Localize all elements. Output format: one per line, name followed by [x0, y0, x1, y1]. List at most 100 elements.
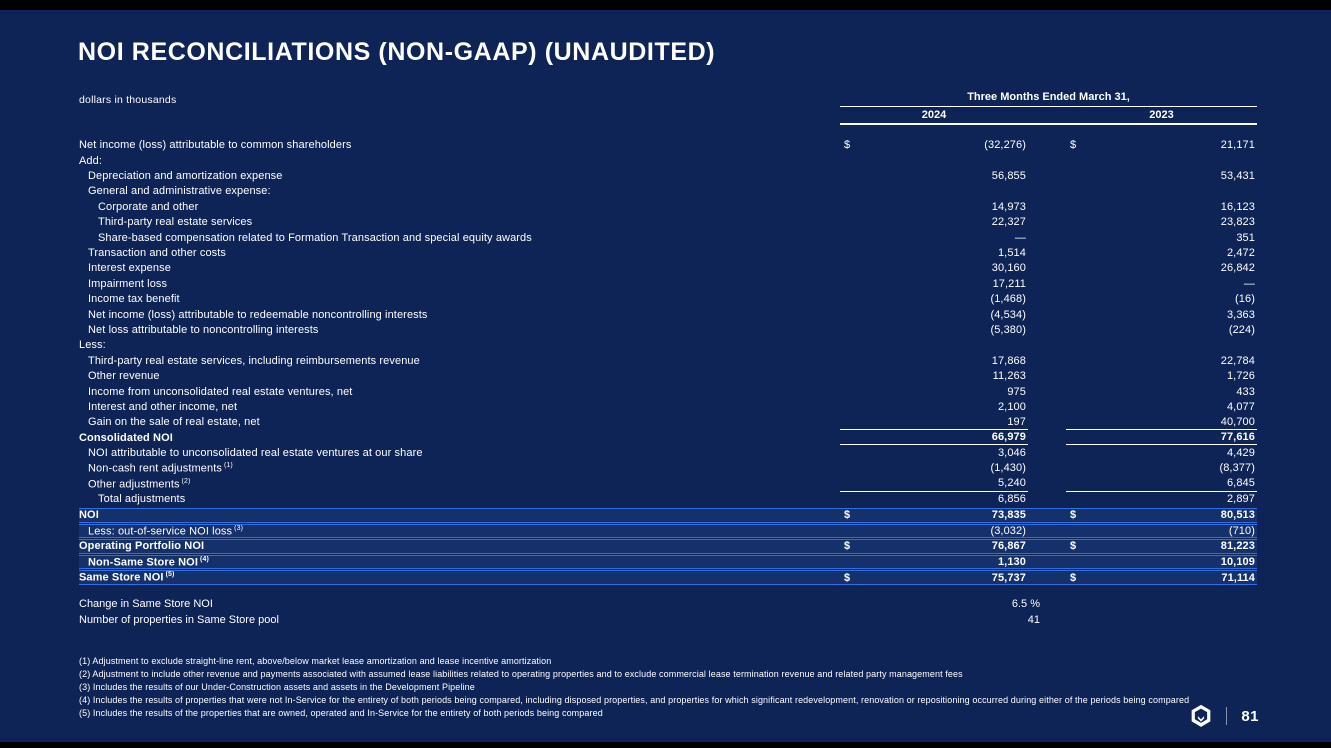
row-label: Total adjustments — [98, 493, 186, 506]
cell-value: 433 — [1236, 385, 1255, 398]
table-row: Other adjustments (2) 5,240 6,845 — [79, 476, 1257, 492]
stat-row: Change in Same Store NOI 6.5 % — [79, 596, 1257, 612]
cell-value: 26,842 — [1220, 262, 1255, 275]
table-row: Non-Same Store NOI (4) 1,130 10,109 — [79, 554, 1257, 570]
table-row: Net income (loss) attributable to redeem… — [79, 307, 1257, 322]
value-2024: $76,867 — [840, 540, 1028, 553]
cell-value: (32,276) — [984, 139, 1026, 152]
currency-sign: $ — [1070, 540, 1077, 553]
value-2024: 17,868 — [840, 353, 1028, 368]
value-2023 — [1066, 338, 1257, 353]
cell-value: 76,867 — [991, 540, 1026, 553]
stat-value: 41 — [1027, 614, 1040, 626]
value-2024: 1,130 — [840, 556, 1028, 569]
cell-value: (224) — [1228, 323, 1255, 336]
row-label: Gain on the sale of real estate, net — [88, 416, 260, 429]
table-row: Corporate and other 14,973 16,123 — [79, 199, 1257, 214]
value-2023 — [1066, 184, 1257, 199]
value-2023 — [1066, 153, 1257, 168]
cell-value: — — [1243, 277, 1255, 290]
row-label: Net income (loss) attributable to common… — [79, 139, 352, 152]
cell-value: 16,123 — [1220, 200, 1255, 213]
cell-value: 56,855 — [991, 170, 1026, 183]
table-row: Gain on the sale of real estate, net 197 4… — [79, 415, 1257, 430]
value-2023: 433 — [1066, 384, 1257, 399]
cell-value: (3,032) — [990, 524, 1026, 537]
value-2023: 40,700 — [1066, 415, 1257, 430]
cell-value: 2,472 — [1226, 246, 1255, 259]
value-2023: 22,784 — [1066, 353, 1257, 368]
value-2023: — — [1066, 276, 1257, 291]
value-2024: 14,973 — [840, 199, 1028, 214]
value-2023: (224) — [1066, 322, 1257, 337]
value-2023: (710) — [1066, 525, 1257, 538]
value-2023: 16,123 — [1066, 199, 1257, 214]
value-2023: 1,726 — [1066, 368, 1257, 383]
column-gap — [1028, 109, 1066, 122]
value-2023: $81,223 — [1066, 540, 1257, 553]
currency-sign: $ — [1070, 139, 1077, 152]
footnote-5: (5) Includes the results of the properti… — [79, 707, 603, 718]
currency-sign: $ — [844, 509, 851, 522]
value-2024: 66,979 — [840, 430, 1028, 446]
cell-value: 4,429 — [1226, 447, 1255, 460]
cell-value: 2,100 — [997, 400, 1026, 413]
row-label: Consolidated NOI — [79, 431, 173, 444]
value-2024: 56,855 — [840, 168, 1028, 183]
table-row: NOI attributable to unconsolidated real … — [79, 445, 1257, 460]
company-hexagon-logo-icon — [1191, 704, 1211, 727]
row-label: Income from unconsolidated real estate v… — [88, 385, 353, 398]
cell-value: 22,784 — [1220, 354, 1255, 367]
table-row: Impairment loss 17,211 — — [79, 276, 1257, 291]
table-row: Net loss attributable to noncontrolling … — [79, 322, 1257, 337]
cell-value: 66,979 — [991, 431, 1026, 444]
row-label: Net income (loss) attributable to redeem… — [88, 308, 428, 321]
value-2024: $ (32,276) — [840, 138, 1028, 153]
value-2024: — — [840, 230, 1028, 245]
cell-value: 22,327 — [991, 216, 1026, 229]
value-2024: 2,100 — [840, 399, 1028, 414]
table-row: Consolidated NOI 66,979 77,616 — [79, 430, 1257, 446]
value-2023: 10,109 — [1066, 556, 1257, 569]
value-2024 — [840, 184, 1028, 199]
cell-value: 23,823 — [1220, 216, 1255, 229]
footer-separator — [1225, 707, 1228, 725]
cell-value: 1,726 — [1226, 370, 1255, 383]
footnote-4: (4) Includes the results of properties t… — [79, 694, 1190, 705]
currency-sign: $ — [844, 571, 851, 584]
table-row: Same Store NOI (5) $75,737 $71,114 — [79, 570, 1257, 585]
cell-value: 351 — [1236, 231, 1255, 244]
row-label: Income tax benefit — [88, 293, 180, 306]
row-label: Depreciation and amortization expense — [88, 170, 283, 183]
cell-value: (710) — [1228, 524, 1255, 537]
footnote-1: (1) Adjustment to exclude straight-line … — [79, 656, 552, 666]
value-2023: 53,431 — [1066, 168, 1257, 183]
slide-footer: 81 — [1190, 704, 1259, 728]
page-title: NOI RECONCILIATIONS (NON-GAAP) (UNAUDITE… — [78, 38, 716, 66]
cell-value: 11,263 — [992, 370, 1026, 383]
cell-value: 53,431 — [1220, 170, 1255, 183]
row-label: Less: — [79, 339, 106, 352]
value-2024: (1,430) — [840, 461, 1028, 476]
table-row: General and administrative expense: — [79, 184, 1257, 199]
cell-value: 3,363 — [1226, 308, 1255, 321]
cell-value: 4,077 — [1226, 400, 1255, 413]
row-label: Interest and other income, net — [88, 400, 238, 413]
page-number: 81 — [1241, 707, 1259, 725]
table-row: Non-cash rent adjustments (1) (1,430) (8,3… — [79, 461, 1257, 476]
table-row: Operating Portfolio NOI $76,867 $81,223 — [79, 539, 1257, 554]
value-2023: 3,363 — [1066, 307, 1257, 322]
header-divider — [840, 123, 1257, 125]
stat-label: Number of properties in Same Store pool — [79, 614, 279, 626]
table-row: Less: — [79, 338, 1257, 353]
cell-value: (16) — [1235, 293, 1255, 306]
value-2024: $73,835 — [840, 509, 1028, 522]
value-2023: (8,377) — [1066, 461, 1257, 476]
row-label: Operating Portfolio NOI — [79, 540, 205, 553]
table-row: Net income (loss) attributable to common… — [79, 138, 1257, 153]
stat-value: 6.5 % — [1011, 598, 1040, 610]
cell-value: 40,700 — [1220, 415, 1255, 428]
value-2023: 26,842 — [1066, 261, 1257, 276]
cell-value: 30,160 — [991, 262, 1026, 275]
cell-value: (5,380) — [990, 323, 1026, 336]
